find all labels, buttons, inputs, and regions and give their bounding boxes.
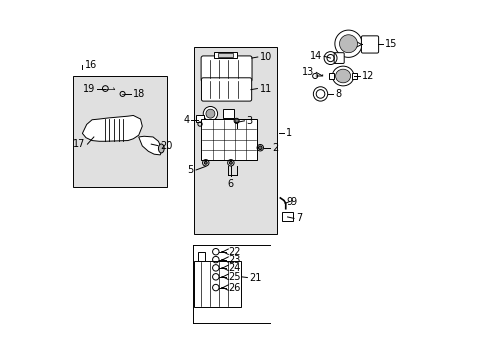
Bar <box>201 119 257 160</box>
Bar <box>282 212 292 221</box>
Text: 9: 9 <box>286 197 292 207</box>
Text: 15: 15 <box>385 40 397 49</box>
Text: 22: 22 <box>227 247 240 257</box>
Circle shape <box>234 118 239 123</box>
Text: 21: 21 <box>249 273 262 283</box>
Text: 18: 18 <box>133 89 145 99</box>
Circle shape <box>229 161 232 164</box>
Polygon shape <box>339 35 357 53</box>
Text: 26: 26 <box>227 283 240 293</box>
Text: 16: 16 <box>84 60 97 70</box>
Text: 2: 2 <box>271 143 278 153</box>
Bar <box>329 73 333 79</box>
Text: 25: 25 <box>227 272 240 282</box>
Text: 9: 9 <box>290 197 296 207</box>
Text: 6: 6 <box>227 179 233 189</box>
Text: 20: 20 <box>160 140 172 150</box>
Text: 24: 24 <box>227 263 240 273</box>
Polygon shape <box>82 116 142 141</box>
Text: 14: 14 <box>309 51 321 61</box>
Ellipse shape <box>332 66 353 86</box>
FancyBboxPatch shape <box>201 56 251 82</box>
Text: 10: 10 <box>260 52 272 62</box>
Text: 11: 11 <box>259 84 271 94</box>
Bar <box>214 51 237 58</box>
Text: 19: 19 <box>83 84 95 94</box>
Ellipse shape <box>205 109 214 118</box>
Text: 23: 23 <box>227 255 240 265</box>
Polygon shape <box>334 30 362 57</box>
Bar <box>352 73 356 79</box>
Text: 4: 4 <box>183 115 189 125</box>
Circle shape <box>204 161 207 164</box>
Bar <box>223 109 233 118</box>
Bar <box>73 76 167 187</box>
Text: 3: 3 <box>246 116 252 126</box>
Circle shape <box>258 146 262 149</box>
Ellipse shape <box>203 107 217 121</box>
Text: 1: 1 <box>285 129 292 138</box>
Bar <box>194 47 276 234</box>
FancyBboxPatch shape <box>333 53 344 63</box>
Bar <box>196 115 203 122</box>
Text: 7: 7 <box>296 213 302 223</box>
Text: 13: 13 <box>301 67 313 77</box>
Polygon shape <box>139 136 162 155</box>
Text: 17: 17 <box>73 139 85 149</box>
Bar <box>198 252 204 261</box>
Text: 5: 5 <box>187 165 194 175</box>
Ellipse shape <box>335 69 350 83</box>
Bar <box>218 53 233 57</box>
Ellipse shape <box>158 144 164 153</box>
Text: 8: 8 <box>335 89 341 99</box>
Text: 12: 12 <box>362 71 374 81</box>
FancyBboxPatch shape <box>361 36 378 53</box>
FancyBboxPatch shape <box>201 78 251 101</box>
Bar <box>194 261 241 307</box>
